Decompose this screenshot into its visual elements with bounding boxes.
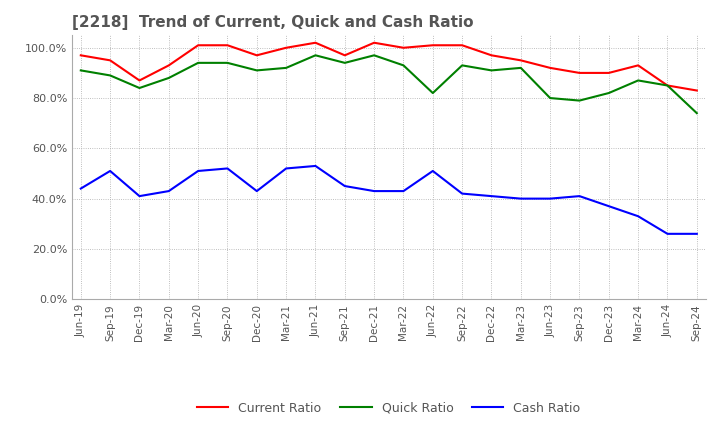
Cash Ratio [341, 183, 349, 189]
Quick Ratio [399, 63, 408, 68]
Cash Ratio [223, 166, 232, 171]
Current Ratio [194, 43, 202, 48]
Cash Ratio [370, 188, 379, 194]
Quick Ratio [194, 60, 202, 66]
Cash Ratio [605, 204, 613, 209]
Cash Ratio [253, 188, 261, 194]
Current Ratio [428, 43, 437, 48]
Cash Ratio [634, 213, 642, 219]
Line: Quick Ratio: Quick Ratio [81, 55, 697, 113]
Quick Ratio [370, 53, 379, 58]
Current Ratio [399, 45, 408, 51]
Quick Ratio [253, 68, 261, 73]
Cash Ratio [458, 191, 467, 196]
Current Ratio [487, 53, 496, 58]
Current Ratio [693, 88, 701, 93]
Cash Ratio [487, 194, 496, 199]
Quick Ratio [223, 60, 232, 66]
Current Ratio [370, 40, 379, 45]
Quick Ratio [634, 78, 642, 83]
Current Ratio [106, 58, 114, 63]
Current Ratio [311, 40, 320, 45]
Current Ratio [223, 43, 232, 48]
Quick Ratio [693, 110, 701, 116]
Quick Ratio [487, 68, 496, 73]
Current Ratio [341, 53, 349, 58]
Current Ratio [164, 63, 173, 68]
Quick Ratio [428, 90, 437, 95]
Cash Ratio [428, 169, 437, 174]
Line: Cash Ratio: Cash Ratio [81, 166, 697, 234]
Cash Ratio [693, 231, 701, 236]
Current Ratio [253, 53, 261, 58]
Cash Ratio [546, 196, 554, 201]
Quick Ratio [311, 53, 320, 58]
Quick Ratio [663, 83, 672, 88]
Current Ratio [135, 78, 144, 83]
Cash Ratio [399, 188, 408, 194]
Current Ratio [663, 83, 672, 88]
Line: Current Ratio: Current Ratio [81, 43, 697, 91]
Cash Ratio [76, 186, 85, 191]
Current Ratio [516, 58, 525, 63]
Current Ratio [282, 45, 290, 51]
Cash Ratio [164, 188, 173, 194]
Text: [2218]  Trend of Current, Quick and Cash Ratio: [2218] Trend of Current, Quick and Cash … [72, 15, 474, 30]
Cash Ratio [194, 169, 202, 174]
Current Ratio [76, 53, 85, 58]
Quick Ratio [516, 65, 525, 70]
Quick Ratio [575, 98, 584, 103]
Legend: Current Ratio, Quick Ratio, Cash Ratio: Current Ratio, Quick Ratio, Cash Ratio [192, 397, 585, 420]
Current Ratio [605, 70, 613, 76]
Cash Ratio [663, 231, 672, 236]
Quick Ratio [605, 90, 613, 95]
Current Ratio [575, 70, 584, 76]
Quick Ratio [458, 63, 467, 68]
Cash Ratio [106, 169, 114, 174]
Cash Ratio [282, 166, 290, 171]
Quick Ratio [546, 95, 554, 101]
Quick Ratio [76, 68, 85, 73]
Cash Ratio [135, 194, 144, 199]
Quick Ratio [282, 65, 290, 70]
Quick Ratio [106, 73, 114, 78]
Current Ratio [546, 65, 554, 70]
Quick Ratio [341, 60, 349, 66]
Quick Ratio [135, 85, 144, 91]
Current Ratio [634, 63, 642, 68]
Cash Ratio [516, 196, 525, 201]
Cash Ratio [575, 194, 584, 199]
Cash Ratio [311, 163, 320, 169]
Current Ratio [458, 43, 467, 48]
Quick Ratio [164, 75, 173, 81]
